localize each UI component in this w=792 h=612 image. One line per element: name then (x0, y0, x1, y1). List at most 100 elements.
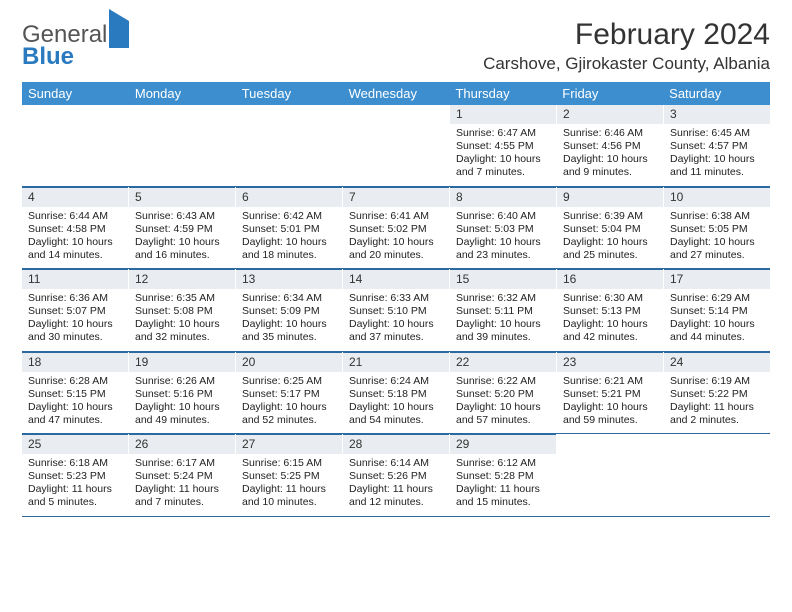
day-number: 10 (664, 187, 770, 207)
day-cell: 17Sunrise: 6:29 AM Sunset: 5:14 PM Dayli… (663, 269, 770, 351)
day-number: 26 (129, 434, 235, 454)
day-details: Sunrise: 6:42 AM Sunset: 5:01 PM Dayligh… (236, 207, 342, 269)
day-number: 3 (664, 105, 770, 124)
day-cell: 14Sunrise: 6:33 AM Sunset: 5:10 PM Dayli… (342, 269, 449, 351)
calendar-body: 1Sunrise: 6:47 AM Sunset: 4:55 PM Daylig… (22, 105, 770, 517)
calendar: Sunday Monday Tuesday Wednesday Thursday… (22, 82, 770, 517)
day-number: 22 (450, 352, 556, 372)
day-details: Sunrise: 6:21 AM Sunset: 5:21 PM Dayligh… (557, 372, 663, 434)
day-number: 4 (22, 187, 128, 207)
day-number: 23 (557, 352, 663, 372)
day-cell: 23Sunrise: 6:21 AM Sunset: 5:21 PM Dayli… (556, 352, 663, 434)
day-cell: 26Sunrise: 6:17 AM Sunset: 5:24 PM Dayli… (128, 434, 235, 516)
day-number: 8 (450, 187, 556, 207)
day-number: 17 (664, 269, 770, 289)
day-cell: 12Sunrise: 6:35 AM Sunset: 5:08 PM Dayli… (128, 269, 235, 351)
header-wednesday: Wednesday (343, 82, 450, 105)
calendar-week: 1Sunrise: 6:47 AM Sunset: 4:55 PM Daylig… (22, 105, 770, 187)
day-number: 20 (236, 352, 342, 372)
day-number: 1 (450, 105, 556, 124)
day-number: 16 (557, 269, 663, 289)
day-details (664, 439, 770, 448)
calendar-header-row: Sunday Monday Tuesday Wednesday Thursday… (22, 82, 770, 105)
calendar-week: 18Sunrise: 6:28 AM Sunset: 5:15 PM Dayli… (22, 352, 770, 435)
day-cell: 8Sunrise: 6:40 AM Sunset: 5:03 PM Daylig… (449, 187, 556, 269)
day-details: Sunrise: 6:28 AM Sunset: 5:15 PM Dayligh… (22, 372, 128, 434)
day-cell: 5Sunrise: 6:43 AM Sunset: 4:59 PM Daylig… (128, 187, 235, 269)
day-details: Sunrise: 6:39 AM Sunset: 5:04 PM Dayligh… (557, 207, 663, 269)
day-details (236, 109, 342, 118)
day-cell (663, 434, 770, 516)
day-number: 24 (664, 352, 770, 372)
day-details (22, 109, 128, 118)
day-cell: 22Sunrise: 6:22 AM Sunset: 5:20 PM Dayli… (449, 352, 556, 434)
day-details: Sunrise: 6:43 AM Sunset: 4:59 PM Dayligh… (129, 207, 235, 269)
calendar-week: 11Sunrise: 6:36 AM Sunset: 5:07 PM Dayli… (22, 269, 770, 352)
day-details: Sunrise: 6:47 AM Sunset: 4:55 PM Dayligh… (450, 124, 556, 186)
day-details: Sunrise: 6:19 AM Sunset: 5:22 PM Dayligh… (664, 372, 770, 434)
day-number: 13 (236, 269, 342, 289)
day-number: 18 (22, 352, 128, 372)
day-cell: 2Sunrise: 6:46 AM Sunset: 4:56 PM Daylig… (556, 105, 663, 186)
day-details: Sunrise: 6:32 AM Sunset: 5:11 PM Dayligh… (450, 289, 556, 351)
day-cell: 25Sunrise: 6:18 AM Sunset: 5:23 PM Dayli… (22, 434, 128, 516)
title-block: February 2024 Carshove, Gjirokaster Coun… (483, 18, 770, 74)
day-number: 9 (557, 187, 663, 207)
day-details: Sunrise: 6:44 AM Sunset: 4:58 PM Dayligh… (22, 207, 128, 269)
brand-logo: General Blue (22, 18, 129, 67)
day-number: 21 (343, 352, 449, 372)
day-cell: 24Sunrise: 6:19 AM Sunset: 5:22 PM Dayli… (663, 352, 770, 434)
day-details: Sunrise: 6:40 AM Sunset: 5:03 PM Dayligh… (450, 207, 556, 269)
day-details: Sunrise: 6:25 AM Sunset: 5:17 PM Dayligh… (236, 372, 342, 434)
day-details: Sunrise: 6:41 AM Sunset: 5:02 PM Dayligh… (343, 207, 449, 269)
page-header: General Blue February 2024 Carshove, Gji… (22, 18, 770, 74)
day-cell (556, 434, 663, 516)
day-cell: 16Sunrise: 6:30 AM Sunset: 5:13 PM Dayli… (556, 269, 663, 351)
day-number: 12 (129, 269, 235, 289)
day-cell: 4Sunrise: 6:44 AM Sunset: 4:58 PM Daylig… (22, 187, 128, 269)
day-details: Sunrise: 6:35 AM Sunset: 5:08 PM Dayligh… (129, 289, 235, 351)
day-details: Sunrise: 6:29 AM Sunset: 5:14 PM Dayligh… (664, 289, 770, 351)
day-details (343, 109, 449, 118)
calendar-week: 25Sunrise: 6:18 AM Sunset: 5:23 PM Dayli… (22, 434, 770, 517)
day-number: 6 (236, 187, 342, 207)
day-details: Sunrise: 6:46 AM Sunset: 4:56 PM Dayligh… (557, 124, 663, 186)
header-thursday: Thursday (449, 82, 556, 105)
day-cell: 15Sunrise: 6:32 AM Sunset: 5:11 PM Dayli… (449, 269, 556, 351)
header-sunday: Sunday (22, 82, 129, 105)
day-cell: 29Sunrise: 6:12 AM Sunset: 5:28 PM Dayli… (449, 434, 556, 516)
day-details: Sunrise: 6:34 AM Sunset: 5:09 PM Dayligh… (236, 289, 342, 351)
day-number: 11 (22, 269, 128, 289)
day-details: Sunrise: 6:14 AM Sunset: 5:26 PM Dayligh… (343, 454, 449, 516)
day-details: Sunrise: 6:22 AM Sunset: 5:20 PM Dayligh… (450, 372, 556, 434)
brand-text: General Blue (22, 24, 129, 67)
day-details: Sunrise: 6:36 AM Sunset: 5:07 PM Dayligh… (22, 289, 128, 351)
day-cell: 7Sunrise: 6:41 AM Sunset: 5:02 PM Daylig… (342, 187, 449, 269)
month-title: February 2024 (483, 18, 770, 52)
day-details: Sunrise: 6:30 AM Sunset: 5:13 PM Dayligh… (557, 289, 663, 351)
day-cell: 6Sunrise: 6:42 AM Sunset: 5:01 PM Daylig… (235, 187, 342, 269)
calendar-week: 4Sunrise: 6:44 AM Sunset: 4:58 PM Daylig… (22, 187, 770, 270)
day-details: Sunrise: 6:12 AM Sunset: 5:28 PM Dayligh… (450, 454, 556, 516)
day-cell: 27Sunrise: 6:15 AM Sunset: 5:25 PM Dayli… (235, 434, 342, 516)
day-cell: 28Sunrise: 6:14 AM Sunset: 5:26 PM Dayli… (342, 434, 449, 516)
header-monday: Monday (129, 82, 236, 105)
day-details: Sunrise: 6:17 AM Sunset: 5:24 PM Dayligh… (129, 454, 235, 516)
day-cell (342, 105, 449, 186)
day-cell: 1Sunrise: 6:47 AM Sunset: 4:55 PM Daylig… (449, 105, 556, 186)
location-text: Carshove, Gjirokaster County, Albania (483, 54, 770, 74)
day-details (557, 439, 663, 448)
day-cell (22, 105, 128, 186)
day-number: 7 (343, 187, 449, 207)
day-number: 15 (450, 269, 556, 289)
day-cell: 10Sunrise: 6:38 AM Sunset: 5:05 PM Dayli… (663, 187, 770, 269)
day-cell (235, 105, 342, 186)
day-number: 27 (236, 434, 342, 454)
day-number: 5 (129, 187, 235, 207)
day-details: Sunrise: 6:24 AM Sunset: 5:18 PM Dayligh… (343, 372, 449, 434)
header-tuesday: Tuesday (236, 82, 343, 105)
day-number: 14 (343, 269, 449, 289)
day-cell: 19Sunrise: 6:26 AM Sunset: 5:16 PM Dayli… (128, 352, 235, 434)
header-friday: Friday (556, 82, 663, 105)
day-details: Sunrise: 6:38 AM Sunset: 5:05 PM Dayligh… (664, 207, 770, 269)
